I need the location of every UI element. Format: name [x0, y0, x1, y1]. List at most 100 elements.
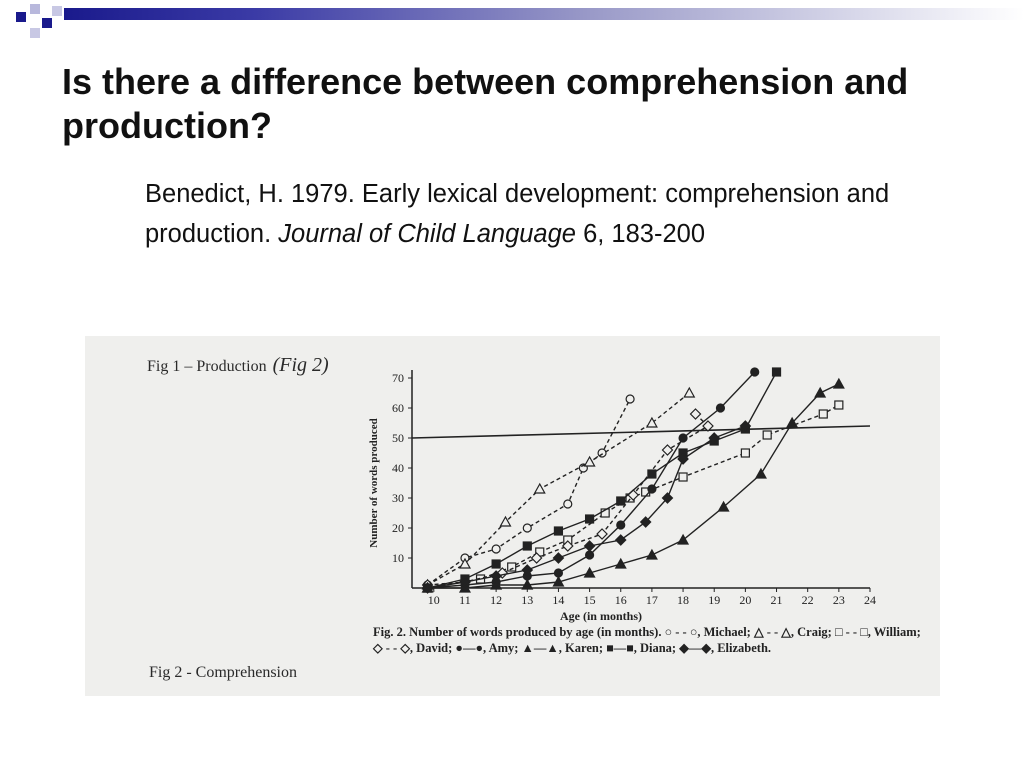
data-point-david	[661, 444, 674, 456]
data-point-amy	[647, 484, 657, 494]
x-tick-label: 16	[615, 593, 627, 607]
y-axis-title: Number of words produced	[368, 418, 380, 547]
data-point-craig	[458, 557, 471, 569]
data-point-elizabeth	[639, 516, 652, 528]
data-point-michael	[597, 448, 607, 458]
series-line-diana	[427, 371, 778, 589]
data-point-karen	[814, 386, 827, 398]
slide-title: Is there a difference between comprehens…	[62, 61, 909, 146]
data-point-karen	[521, 578, 534, 590]
data-point-karen	[717, 500, 730, 512]
data-point-karen	[490, 578, 503, 590]
data-point-michael	[563, 499, 573, 509]
x-tick-label: 13	[521, 593, 533, 607]
data-point-karen	[583, 566, 596, 578]
data-point-elizabeth	[421, 582, 434, 594]
figure-label-comprehension: Fig 2 - Comprehension	[149, 664, 297, 681]
series-line-karen	[427, 383, 840, 589]
data-point-karen	[754, 467, 767, 479]
data-point-elizabeth	[459, 576, 471, 588]
data-point-craig	[533, 482, 546, 494]
data-point-elizabeth	[490, 570, 502, 582]
x-tick-label: 23	[833, 593, 845, 607]
citation: Benedict, H. 1979. Early lexical develop…	[145, 174, 905, 254]
banner-square-2	[30, 4, 40, 14]
citation-volume-pages: 6, 183-200	[575, 220, 706, 248]
data-point-william	[678, 472, 688, 482]
data-point-karen	[786, 416, 799, 428]
data-point-elizabeth	[614, 534, 627, 546]
data-point-david	[561, 540, 574, 552]
x-tick-label: 17	[646, 593, 658, 607]
banner-square-5	[30, 28, 40, 38]
data-point-david	[530, 552, 543, 564]
x-tick-label: 11	[459, 593, 471, 607]
x-tick-label: 12	[490, 593, 502, 607]
series-line-michael	[427, 398, 631, 586]
data-point-david	[596, 528, 608, 540]
data-point-amy	[715, 403, 726, 413]
production-chart: 10 11 12 13 14 15 16 17 18 19 20 21 22 23 24 10 20 30 40 50…	[368, 367, 876, 623]
data-point-elizabeth	[739, 420, 752, 432]
handwritten-fig-note: (Fig 2)	[272, 354, 329, 376]
figure-label-production: Fig 1 – Production (Fig 2)	[147, 354, 329, 377]
citation-text: Benedict, H. 1979. Early lexical develop…	[145, 180, 890, 248]
banner-square-1	[16, 12, 26, 22]
data-point-amy	[584, 550, 595, 560]
data-point-karen	[645, 548, 658, 560]
data-point-amy	[616, 520, 626, 530]
x-tick-label: 24	[864, 593, 876, 607]
data-point-elizabeth	[583, 540, 596, 552]
x-axis-title: Age (in months)	[560, 609, 642, 623]
data-point-elizabeth	[708, 432, 721, 444]
data-point-elizabeth	[661, 492, 674, 504]
banner-gradient	[64, 8, 1024, 20]
data-point-craig	[683, 386, 696, 398]
banner-square-4	[52, 6, 62, 16]
y-tick-label: 30	[392, 491, 404, 505]
data-point-karen	[614, 557, 627, 569]
data-point-william	[834, 400, 844, 410]
y-tick-label: 20	[392, 521, 404, 535]
data-point-karen	[677, 533, 690, 545]
data-point-amy	[678, 433, 688, 443]
y-tick-label: 50	[392, 431, 404, 445]
data-point-elizabeth	[521, 564, 534, 576]
data-point-karen	[552, 575, 565, 587]
series-line-elizabeth	[427, 425, 746, 589]
data-point-craig	[645, 416, 658, 428]
data-point-diana	[647, 469, 657, 479]
data-point-michael	[491, 544, 501, 554]
y-tick-label: 40	[392, 461, 404, 475]
data-point-david	[689, 408, 702, 420]
x-tick-label: 18	[677, 593, 689, 607]
data-point-william	[818, 409, 828, 419]
decorative-banner	[0, 0, 1024, 48]
data-point-michael	[522, 523, 532, 533]
data-point-william	[740, 448, 750, 458]
data-point-diana	[491, 559, 501, 569]
x-tick-label: 10	[428, 593, 440, 607]
data-point-michael	[625, 394, 635, 404]
citation-journal: Journal of Child Language	[271, 220, 576, 248]
x-tick-label: 22	[802, 593, 814, 607]
data-point-david	[702, 420, 714, 432]
x-tick-label: 19	[708, 593, 720, 607]
x-tick-label: 21	[771, 593, 783, 607]
data-point-diana	[522, 541, 532, 551]
data-point-amy	[750, 367, 760, 377]
figure-caption: Fig. 2. Number of words produced by age …	[373, 625, 921, 655]
banner-square-3	[42, 18, 52, 28]
data-point-diana	[553, 526, 564, 536]
series-line-david	[427, 413, 710, 586]
data-point-diana	[616, 496, 626, 506]
x-tick-label: 15	[584, 593, 596, 607]
x-tick-label: 20	[739, 593, 751, 607]
data-point-elizabeth	[677, 453, 689, 465]
y-tick-label: 10	[392, 551, 404, 565]
data-point-diana	[584, 514, 595, 524]
x-tick-label: 14	[552, 593, 564, 607]
data-point-karen	[832, 377, 845, 389]
data-point-elizabeth	[552, 552, 565, 564]
data-point-craig	[583, 455, 596, 467]
